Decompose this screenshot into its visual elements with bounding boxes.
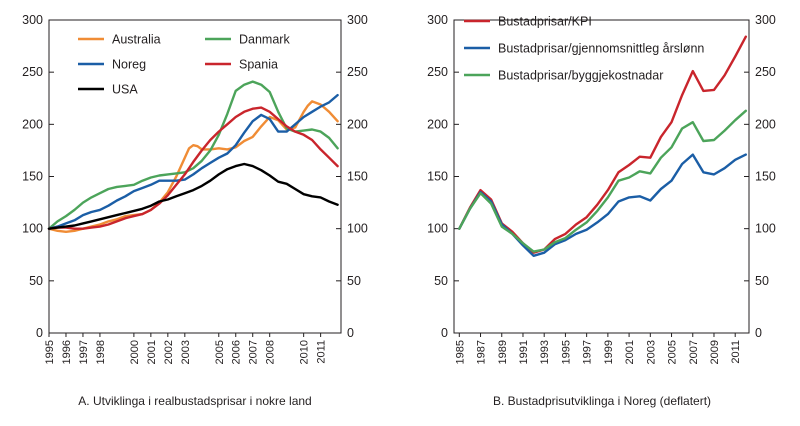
panel-b-y-axis-left: 0 50 100 150 200 250 300 [427,13,459,340]
y-tick-label-left: 50 [434,274,448,288]
x-tick-label: 1993 [539,340,551,364]
legend-label: Bustadprisar/byggjekostnadar [498,69,663,83]
y-tick-label-left: 200 [427,117,448,131]
panel-a-legend: Australia Danmark Noreg Spania USA [78,33,290,97]
x-tick-label: 2007 [688,340,700,364]
x-tick-label: 2003 [180,340,192,364]
series-line-australia [47,100,339,234]
y-tick-label-right: 100 [347,222,368,236]
y-tick-label-right: 50 [755,274,769,288]
y-tick-label-left: 300 [22,13,43,27]
legend-label: Spania [239,58,278,72]
panel-b-chart: 0 50 100 150 200 250 300 0 50 100 150 200 250 300 19… [427,13,776,408]
panel-b-plot-frame [453,19,750,334]
y-tick-label-left: 150 [427,170,448,184]
x-tick-label: 2005 [214,340,226,364]
series-line-bustadprisar-byggjekostnadar [458,109,747,253]
y-tick-label-left: 250 [22,65,43,79]
panel-b-caption: B. Bustadprisutviklinga i Noreg (deflate… [493,394,711,408]
panel-a-y-axis-right: 0 50 100 150 200 250 300 [336,13,368,340]
y-tick-label-right: 250 [755,65,776,79]
y-tick-label-left: 0 [36,326,43,340]
legend-label: Danmark [239,33,290,47]
y-tick-label-left: 300 [427,13,448,27]
series-line-danmark [47,80,339,230]
panel-a-chart: 0 50 100 150 200 250 300 0 50 100 150 200 250 300 19… [22,13,368,408]
y-tick-label-right: 100 [755,222,776,236]
x-tick-label: 2009 [709,340,721,364]
panel-a-y-axis-left: 0 50 100 150 200 250 300 [22,13,54,340]
x-tick-label: 2010 [299,340,311,364]
y-tick-label-left: 50 [29,274,43,288]
y-tick-label-left: 0 [441,326,448,340]
x-tick-label: 1998 [95,340,107,364]
x-tick-label: 1995 [44,340,56,364]
x-tick-label: 2001 [146,340,158,364]
y-tick-label-left: 150 [22,170,43,184]
legend-label: Noreg [112,58,146,72]
panel-a-x-axis: 1995 1996 1997 1998 2000 2001 2002 2003 2005 2006… [44,333,328,364]
panel-a-series [47,80,339,234]
x-tick-label: 2002 [163,340,175,364]
y-tick-label-right: 0 [347,326,354,340]
x-tick-label: 1989 [497,340,509,364]
x-tick-label: 2007 [248,340,260,364]
panel-b-legend: Bustadprisar/KPI Bustadprisar/gjennomsnit… [464,15,704,83]
panel-b-x-axis: 1985 1987 1989 1991 1993 1995 1997 1999 2001 2003… [454,333,742,364]
series-line-usa [47,162,339,230]
y-tick-label-right: 0 [755,326,762,340]
x-tick-label: 2006 [231,340,243,364]
x-tick-label: 2005 [667,340,679,364]
panel-b-y-axis-right: 0 50 100 150 200 250 300 [744,13,776,340]
y-tick-label-left: 200 [22,117,43,131]
y-tick-label-left: 100 [427,222,448,236]
y-tick-label-right: 50 [347,274,361,288]
y-tick-label-right: 300 [755,13,776,27]
x-tick-label: 2008 [265,340,277,364]
x-tick-label: 1997 [582,340,594,364]
y-tick-label-right: 250 [347,65,368,79]
x-tick-label: 1985 [454,340,466,364]
series-line-spania [47,106,339,230]
x-tick-label: 2011 [316,340,328,364]
panel-a-caption: A. Utviklinga i realbustadsprisar i nokr… [78,394,311,408]
x-tick-label: 1987 [476,340,488,364]
x-tick-label: 2000 [129,340,141,364]
y-tick-label-left: 250 [427,65,448,79]
x-tick-label: 1999 [603,340,615,364]
y-tick-label-right: 200 [347,117,368,131]
y-tick-label-right: 200 [755,117,776,131]
y-tick-label-left: 100 [22,222,43,236]
x-tick-label: 2001 [624,340,636,364]
x-tick-label: 1991 [518,340,530,364]
y-tick-label-right: 300 [347,13,368,27]
legend-label: Bustadprisar/KPI [498,15,592,29]
x-tick-label: 1996 [61,340,73,364]
legend-label: Bustadprisar/gjennomsnittleg årslønn [498,42,704,56]
y-tick-label-right: 150 [755,170,776,184]
x-tick-label: 2003 [645,340,657,364]
y-tick-label-right: 150 [347,170,368,184]
x-tick-label: 1997 [78,340,90,364]
panel-b-series [458,35,747,258]
legend-label: Australia [112,33,161,47]
x-tick-label: 2011 [730,340,742,364]
x-tick-label: 1995 [560,340,572,364]
legend-label: USA [112,83,138,97]
panel-a-plot-frame [48,19,342,334]
